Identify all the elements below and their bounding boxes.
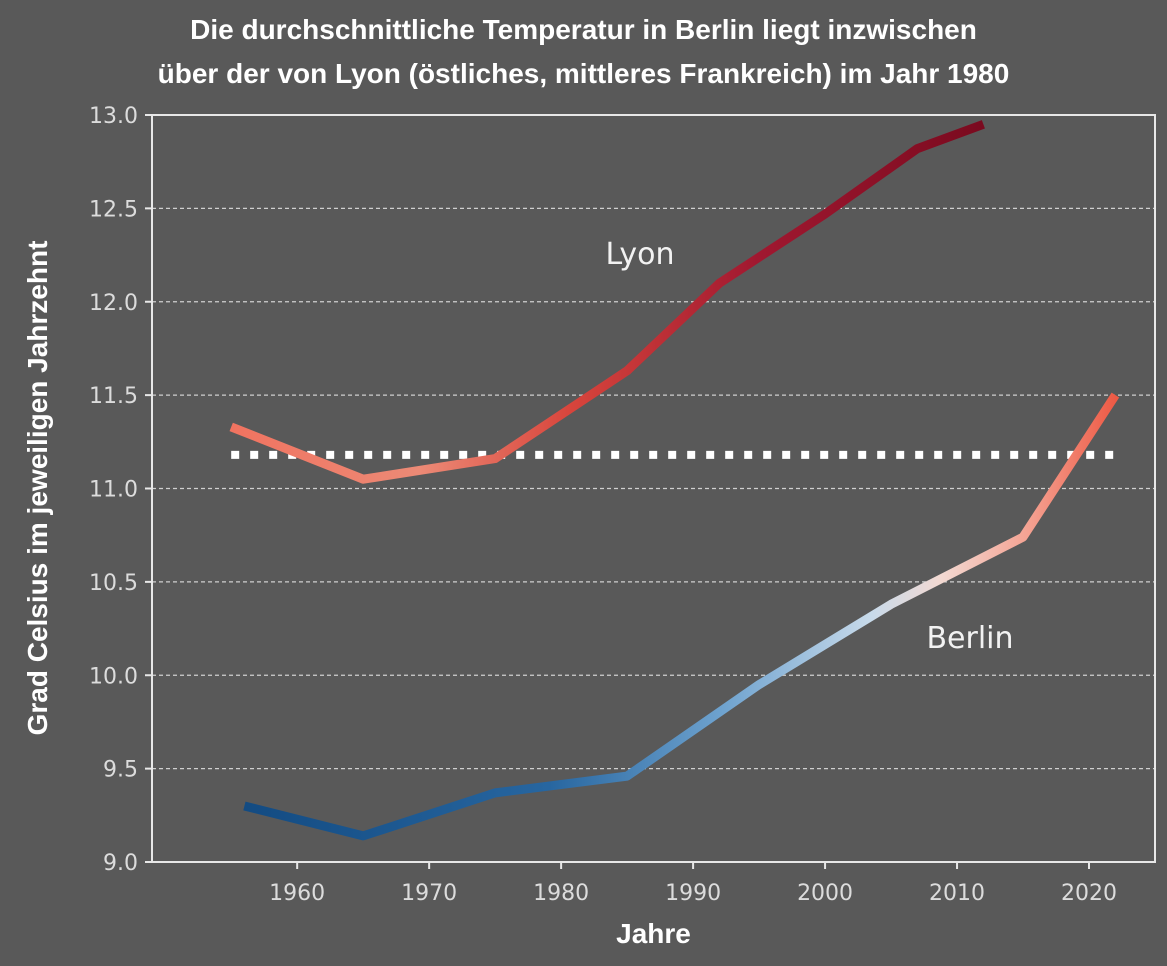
series-label-lyon: Lyon [605,237,674,272]
series-lines [229,120,1120,841]
y-tick-label: 12.0 [89,291,138,316]
x-tick-label: 1970 [401,881,457,906]
y-tick-label: 10.0 [89,664,138,689]
y-tick-label: 13.0 [89,104,138,129]
chart-title: Die durchschnittliche Temperatur in Berl… [0,8,1167,96]
series-label-berlin: Berlin [926,621,1013,656]
y-tick-label: 11.0 [89,478,138,503]
y-tick-label: 9.0 [103,851,138,876]
chart-title-line-1: Die durchschnittliche Temperatur in Berl… [190,14,977,45]
x-axis: 1960 1970 1980 1990 2000 2010 2020 [269,862,1117,906]
y-tick-label: 11.5 [89,384,138,409]
series-line-berlin [243,392,1120,841]
x-tick-label: 1980 [533,881,589,906]
chart-title-line-2: über der von Lyon (östliches, mittleres … [157,58,1010,89]
x-tick-label: 1960 [269,881,325,906]
x-tick-label: 2020 [1061,881,1117,906]
x-tick-label: 2000 [797,881,853,906]
y-tick-label: 9.5 [103,758,138,783]
y-tick-label: 12.5 [89,197,138,222]
series-line-lyon [229,120,985,484]
x-tick-label: 2010 [929,881,985,906]
gridlines [152,207,1155,770]
x-tick-label: 1990 [665,881,721,906]
y-tick-label: 10.5 [89,571,138,596]
x-axis-label: Jahre [616,918,691,949]
y-axis: 9.0 9.5 10.0 10.5 11.0 11.5 12.0 12.5 13.0 [89,104,152,876]
